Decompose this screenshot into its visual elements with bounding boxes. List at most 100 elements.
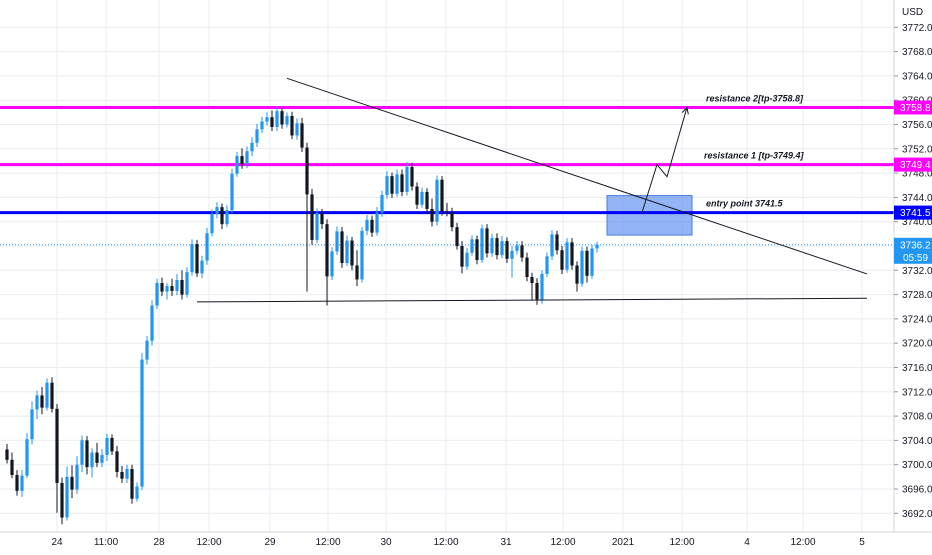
- candle-body: [450, 212, 454, 228]
- candle-body: [270, 117, 274, 127]
- candle: [555, 230, 559, 255]
- price-tick-label: 3692.0: [902, 509, 932, 520]
- candle-body: [70, 476, 74, 490]
- candle: [245, 146, 249, 169]
- candle-body: [230, 173, 234, 211]
- candle: [325, 219, 329, 306]
- candle: [65, 466, 69, 521]
- candle: [340, 227, 344, 268]
- candle: [30, 401, 34, 445]
- candle: [90, 448, 94, 478]
- candle: [580, 246, 584, 287]
- price-tick-label: 3724.0: [902, 314, 932, 325]
- candle-body: [200, 260, 204, 274]
- candle-body: [245, 151, 249, 164]
- price-tick-label: 3696.0: [902, 485, 932, 496]
- candle-body: [95, 452, 99, 463]
- price-axis[interactable]: 3692.0 3696.0 3700.0 3704.0 3708.0 3712.0 3716…: [894, 23, 932, 520]
- candle-body: [340, 231, 344, 264]
- price-tick-label: 3704.0: [902, 436, 932, 447]
- candle-body: [195, 244, 199, 274]
- candle-body: [100, 454, 104, 463]
- candle-body: [530, 276, 534, 284]
- candle: [220, 203, 224, 229]
- candle: [415, 182, 419, 209]
- candle-body: [385, 176, 389, 195]
- resistance-2-price-tag: [894, 100, 932, 115]
- candle-body: [510, 250, 514, 259]
- candle: [195, 239, 199, 277]
- candle-body: [505, 241, 509, 259]
- candle-body: [175, 280, 179, 291]
- candle-body: [115, 451, 119, 472]
- price-tick-label: 3752.0: [902, 144, 932, 155]
- price-tick-label: 3744.0: [902, 193, 932, 204]
- candle-body: [540, 273, 544, 300]
- candle: [460, 241, 464, 274]
- candle: [515, 241, 519, 255]
- resistance-1-price-tag-label: 3749.4: [900, 160, 931, 171]
- candle-body: [55, 408, 59, 483]
- candle: [200, 255, 204, 279]
- candle: [450, 207, 454, 232]
- candle: [225, 205, 229, 228]
- candle: [285, 112, 289, 128]
- resistance-2-annotation: resistance 2[tp-3758.8]: [706, 93, 804, 103]
- price-tick-label: 3740.0: [902, 217, 932, 228]
- candle-body: [440, 179, 444, 212]
- entry-point-price-tag-label: 3741.5: [900, 208, 931, 219]
- candle-body: [465, 252, 469, 267]
- time-tick-label: 28: [153, 537, 165, 548]
- candle-body: [20, 475, 24, 491]
- candle-body: [40, 395, 44, 408]
- trendlines: [196, 77, 868, 303]
- candle: [155, 278, 159, 310]
- candle-body: [595, 244, 599, 249]
- projection-arrowhead: [681, 106, 689, 115]
- candle: [350, 236, 354, 271]
- support-line: [196, 297, 868, 303]
- candle-body: [560, 250, 564, 270]
- candle-body: [80, 440, 84, 465]
- candle-body: [350, 240, 354, 266]
- candle-body: [250, 142, 254, 152]
- candle-body: [455, 227, 459, 246]
- candle: [160, 277, 164, 296]
- time-tick-label: 4: [744, 537, 750, 548]
- candle-body: [215, 207, 219, 214]
- candle: [570, 238, 574, 270]
- annotations: resistance 2[tp-3758.8] resistance 1 [tp-…: [704, 93, 805, 208]
- time-tick-label: 29: [264, 537, 276, 548]
- candle: [85, 436, 89, 475]
- candle-body: [25, 439, 29, 476]
- candle: [115, 445, 119, 478]
- price-tick-label: 3768.0: [902, 47, 932, 58]
- candle: [425, 188, 429, 214]
- price-tick-label: 3756.0: [902, 120, 932, 131]
- candle: [320, 208, 324, 229]
- candle: [180, 270, 184, 300]
- candle: [465, 247, 469, 270]
- candle: [130, 464, 134, 504]
- candle: [480, 224, 484, 264]
- candle-body: [515, 245, 519, 251]
- candle: [120, 465, 124, 483]
- candle: [100, 448, 104, 468]
- time-tick-label: 12:00: [433, 537, 458, 548]
- candle-body: [300, 123, 304, 148]
- price-tags: 3758.8 3749.4 3741.5 3736.2 05:59: [894, 100, 932, 264]
- candle: [240, 148, 244, 169]
- candle: [170, 278, 174, 296]
- candle-body: [400, 174, 404, 192]
- price-tick-label: 3732.0: [902, 266, 932, 277]
- candle-body: [205, 233, 209, 261]
- time-tick-label: 5: [859, 537, 865, 548]
- time-axis[interactable]: 24 11:00 28 12:00 29 12:00 30 12:00 31 12:00 2021 1…: [51, 537, 865, 548]
- candle-body: [220, 207, 224, 225]
- candle-body: [305, 147, 309, 195]
- candle: [440, 176, 444, 216]
- candle-body: [470, 239, 474, 253]
